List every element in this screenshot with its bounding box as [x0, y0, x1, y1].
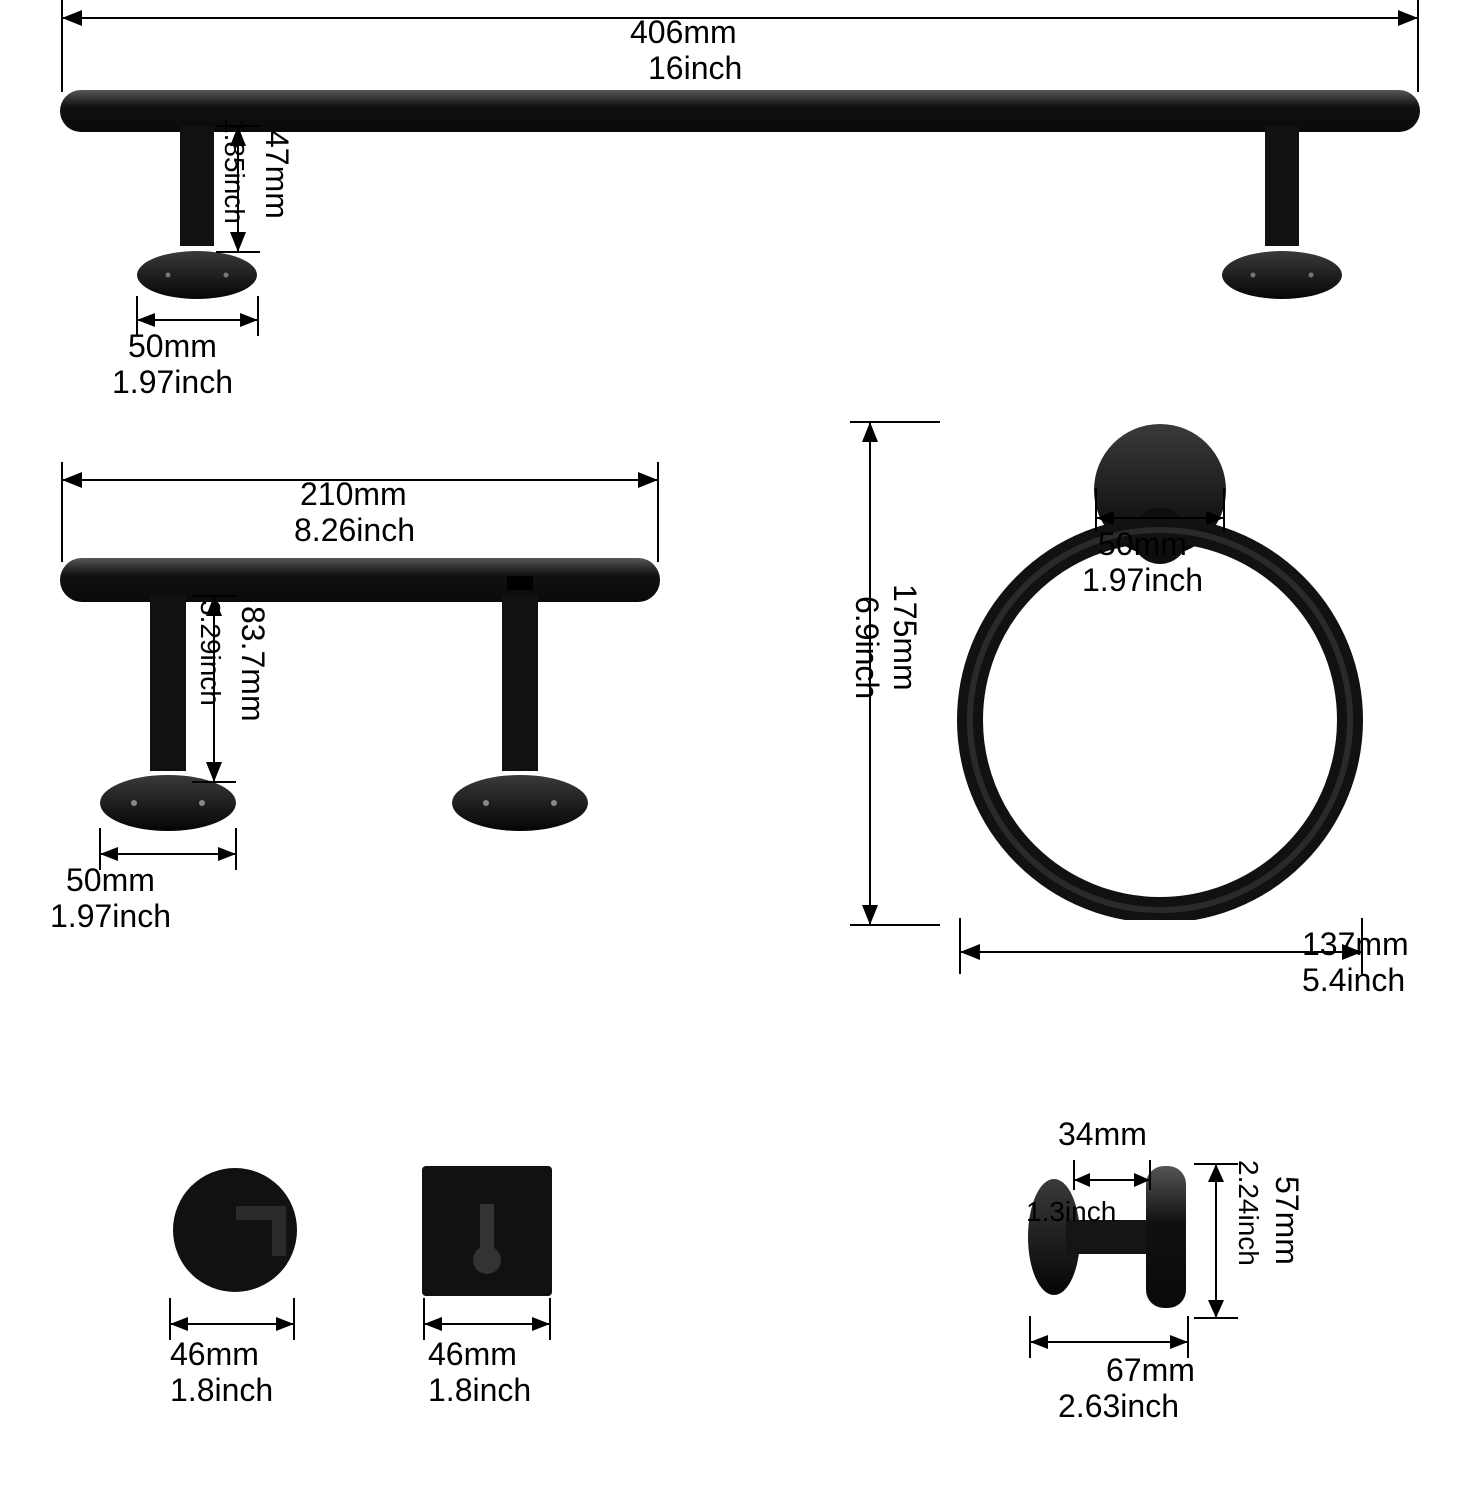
towel-bar-post-in: 1.85inch — [218, 118, 250, 224]
towel-ring-width-mm: 137mm — [1302, 926, 1409, 963]
hook-side-depth-in: 1.3inch — [1026, 1196, 1116, 1228]
towel-ring-height-mm: 175mm — [886, 584, 923, 691]
hook-square-mm: 46mm — [428, 1336, 517, 1373]
hook-side-depth-mm: 34mm — [1058, 1116, 1147, 1153]
towel-ring-height-dim — [830, 420, 940, 930]
hook-side-total-mm: 67mm — [1106, 1352, 1195, 1389]
towel-bar-post-mm: 47mm — [258, 130, 295, 219]
hook-round-product — [160, 1160, 310, 1310]
towel-bar-width-mm: 406mm — [630, 14, 737, 51]
hook-side-height-in: 2.24inch — [1232, 1160, 1264, 1266]
towel-ring-height-in: 6.9inch — [848, 596, 885, 699]
towel-ring-base-mm: 50mm — [1098, 526, 1187, 563]
paper-holder-base-mm: 50mm — [66, 862, 155, 899]
paper-holder-width-mm: 210mm — [300, 476, 407, 513]
towel-bar-base-in: 1.97inch — [112, 364, 233, 401]
paper-holder-width-in: 8.26inch — [294, 512, 415, 549]
diagram-canvas: 406mm 16inch 47mm 1.85inch 50mm 1.97inch… — [0, 0, 1478, 1500]
hook-round-dim — [168, 1298, 296, 1340]
towel-ring-width-in: 5.4inch — [1302, 962, 1405, 999]
hook-round-mm: 46mm — [170, 1336, 259, 1373]
hook-side-height-mm: 57mm — [1268, 1176, 1305, 1265]
hook-round-in: 1.8inch — [170, 1372, 273, 1409]
paper-holder-height-mm: 83.7mm — [234, 606, 271, 722]
paper-holder-base-in: 1.97inch — [50, 898, 171, 935]
hook-square-in: 1.8inch — [428, 1372, 531, 1409]
towel-bar-width-in: 16inch — [648, 50, 742, 87]
hook-square-dim — [422, 1298, 552, 1340]
towel-bar-base-mm: 50mm — [128, 328, 217, 365]
paper-holder-height-in: 3.29inch — [194, 600, 226, 706]
paper-holder-product — [60, 558, 660, 858]
towel-ring-base-in: 1.97inch — [1082, 562, 1203, 599]
hook-side-total-in: 2.63inch — [1058, 1388, 1179, 1425]
hook-square-product — [412, 1160, 562, 1310]
